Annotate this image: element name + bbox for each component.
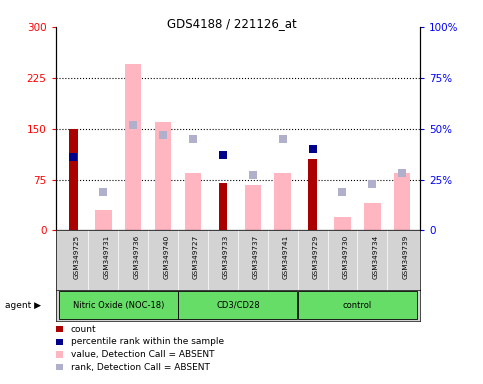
FancyBboxPatch shape xyxy=(59,291,178,319)
Bar xyxy=(244,185,261,230)
Point xyxy=(189,136,197,142)
Text: GSM349727: GSM349727 xyxy=(193,235,199,280)
Text: GSM349725: GSM349725 xyxy=(73,235,80,280)
Text: GSM349740: GSM349740 xyxy=(163,235,169,280)
Text: value, Detection Call = ABSENT: value, Detection Call = ABSENT xyxy=(71,350,214,359)
Point xyxy=(309,146,316,152)
Bar xyxy=(334,217,351,230)
Text: GDS4188 / 221126_at: GDS4188 / 221126_at xyxy=(167,17,297,30)
Text: GSM349741: GSM349741 xyxy=(283,235,289,280)
Bar xyxy=(69,129,78,230)
Bar xyxy=(219,183,227,230)
Text: GSM349731: GSM349731 xyxy=(103,235,109,280)
Bar xyxy=(364,203,381,230)
Text: CD3/CD28: CD3/CD28 xyxy=(216,301,260,310)
FancyBboxPatch shape xyxy=(178,291,298,319)
Point xyxy=(159,132,167,138)
Bar xyxy=(309,159,317,230)
Text: GSM349730: GSM349730 xyxy=(342,235,349,280)
Bar xyxy=(155,122,171,230)
Text: GSM349736: GSM349736 xyxy=(133,235,139,280)
Bar xyxy=(125,64,142,230)
Text: GSM349729: GSM349729 xyxy=(313,235,319,280)
Text: Nitric Oxide (NOC-18): Nitric Oxide (NOC-18) xyxy=(72,301,164,310)
Point xyxy=(398,170,406,177)
Point xyxy=(99,189,107,195)
Text: control: control xyxy=(343,301,372,310)
Text: agent ▶: agent ▶ xyxy=(5,301,41,310)
Text: GSM349737: GSM349737 xyxy=(253,235,259,280)
Point xyxy=(70,154,77,160)
Bar xyxy=(274,173,291,230)
FancyBboxPatch shape xyxy=(298,291,417,319)
Text: GSM349733: GSM349733 xyxy=(223,235,229,280)
Point xyxy=(249,172,256,179)
Point xyxy=(339,189,346,195)
Point xyxy=(219,152,227,158)
Text: count: count xyxy=(71,324,96,334)
Point xyxy=(279,136,286,142)
Text: GSM349734: GSM349734 xyxy=(372,235,378,280)
Bar xyxy=(394,173,411,230)
Bar xyxy=(95,210,112,230)
Point xyxy=(129,121,137,127)
Point xyxy=(369,180,376,187)
Text: rank, Detection Call = ABSENT: rank, Detection Call = ABSENT xyxy=(71,362,210,372)
Bar xyxy=(185,173,201,230)
Text: GSM349739: GSM349739 xyxy=(402,235,408,280)
Text: percentile rank within the sample: percentile rank within the sample xyxy=(71,337,224,346)
